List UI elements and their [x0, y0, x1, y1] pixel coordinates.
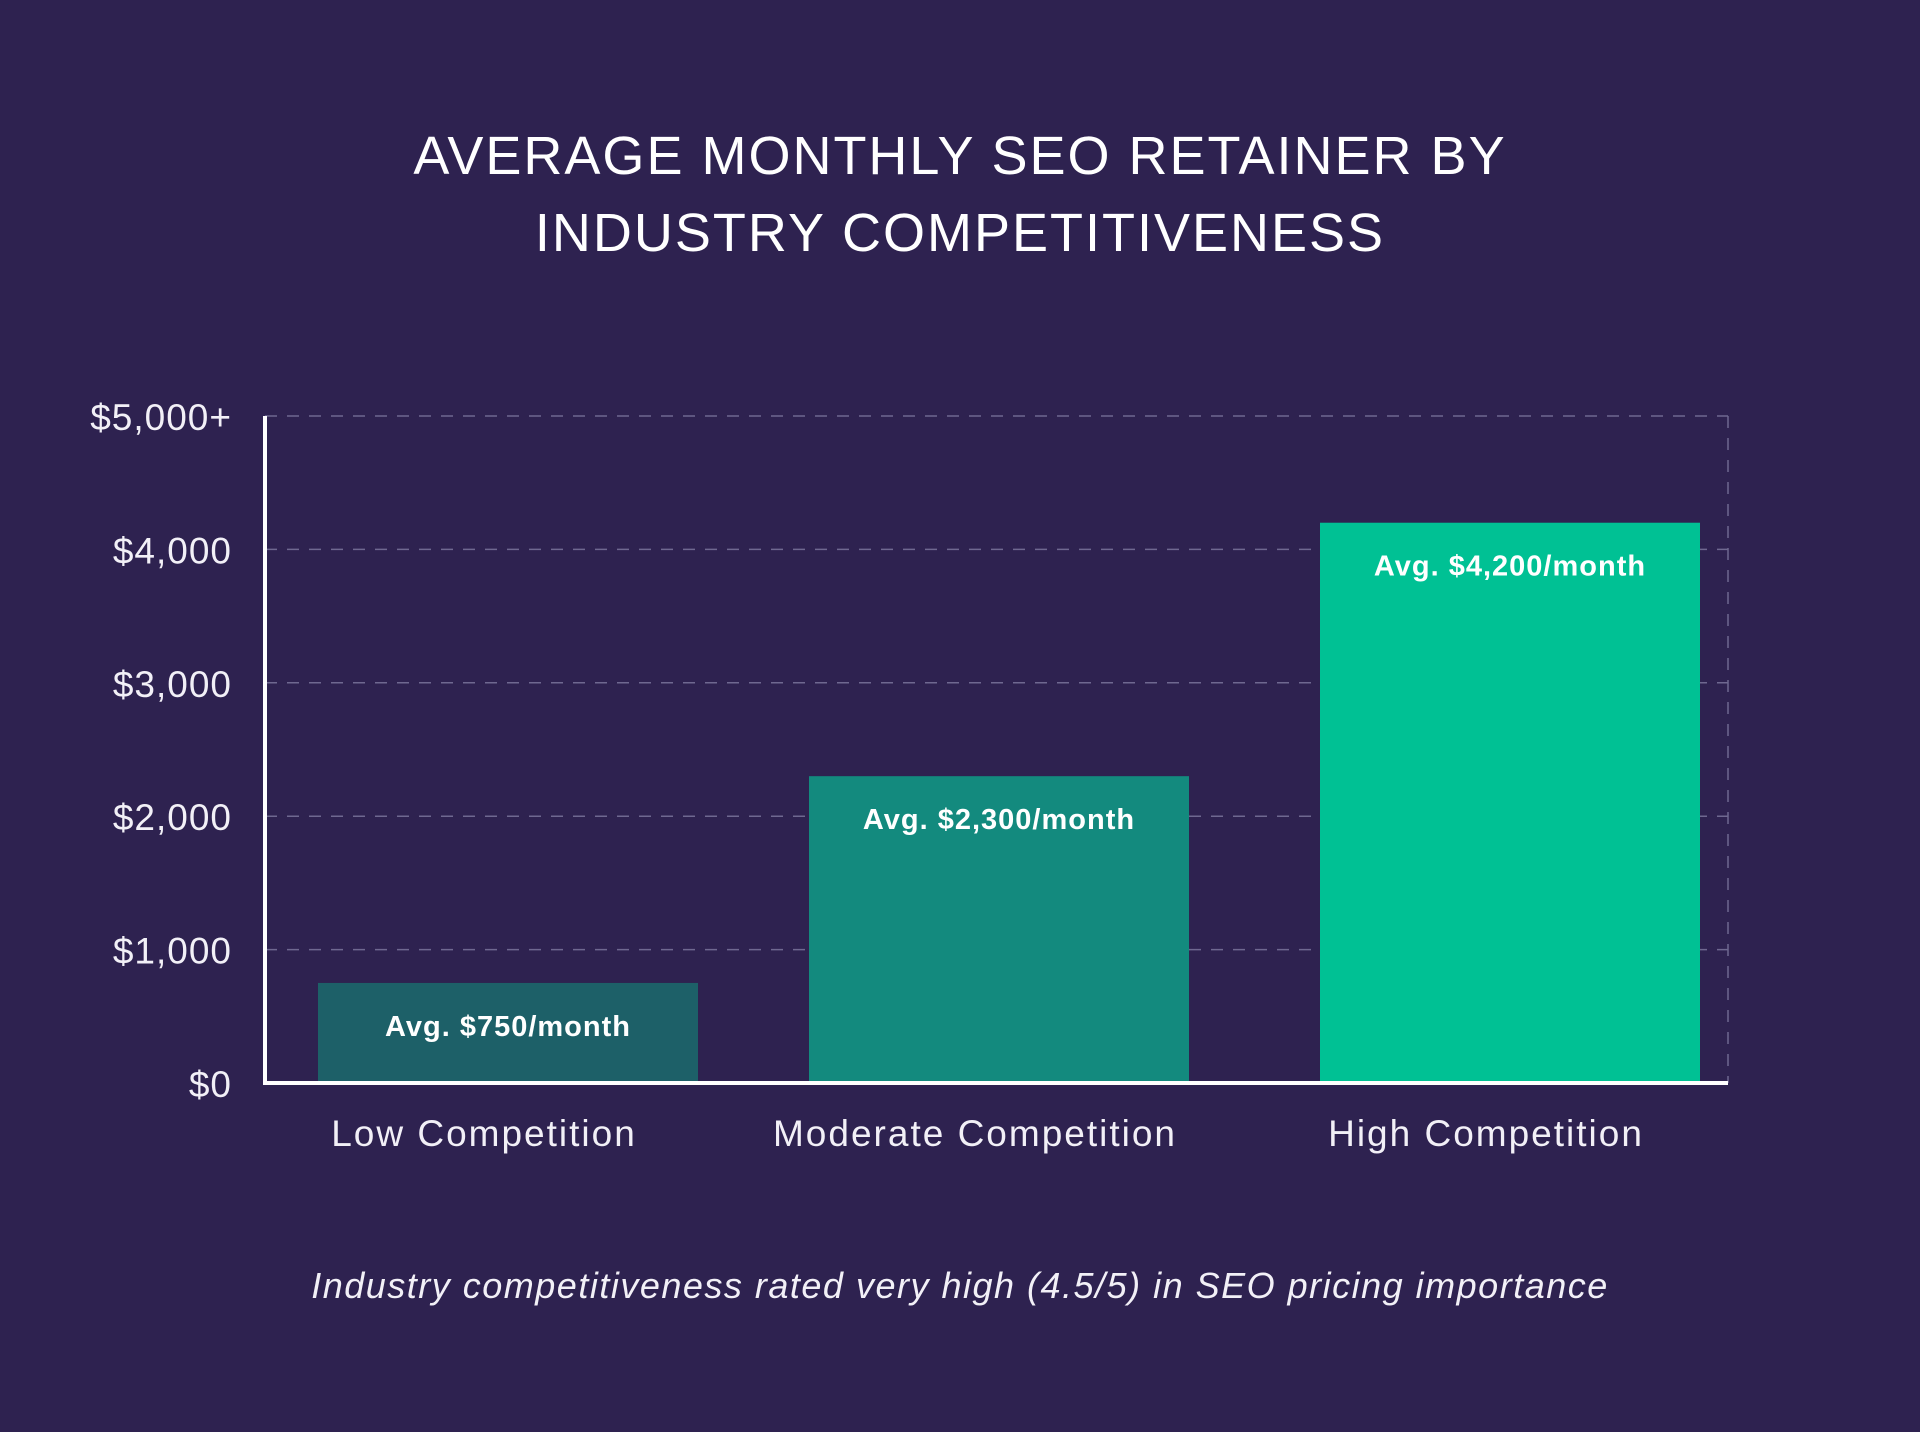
y-tick-label: $5,000+ — [90, 397, 232, 438]
bar — [318, 982, 698, 1083]
bar-data-label: Avg. $4,200/month — [1374, 551, 1646, 583]
x-tick-label: Low Competition — [331, 1113, 637, 1154]
chart-footnote: Industry competitiveness rated very high… — [311, 1265, 1609, 1306]
x-tick-label: High Competition — [1328, 1113, 1644, 1154]
x-tick-label: Moderate Competition — [773, 1113, 1177, 1154]
y-tick-label: $4,000 — [113, 530, 232, 571]
chart-title: AVERAGE MONTHLY SEO RETAINER BY INDUSTRY… — [0, 118, 1920, 272]
y-tick-label: $3,000 — [113, 664, 232, 705]
bar — [1320, 522, 1700, 1083]
bar — [809, 776, 1189, 1083]
chart-title-line-1: AVERAGE MONTHLY SEO RETAINER BY — [413, 126, 1507, 186]
y-tick-label: $0 — [189, 1064, 232, 1105]
bar-data-label: Avg. $750/month — [385, 1011, 631, 1043]
y-tick-label: $2,000 — [113, 797, 232, 838]
bar-data-label: Avg. $2,300/month — [863, 804, 1135, 836]
y-tick-label: $1,000 — [113, 931, 232, 972]
chart-title-line-2: INDUSTRY COMPETITIVENESS — [534, 203, 1386, 263]
